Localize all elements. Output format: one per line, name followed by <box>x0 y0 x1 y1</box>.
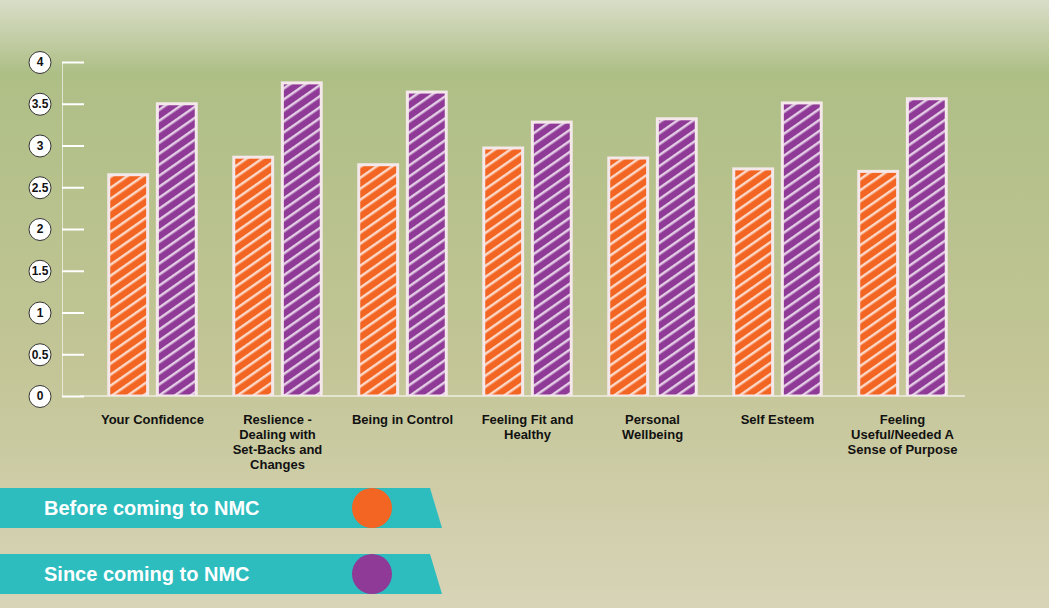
tick-mark <box>62 229 84 231</box>
tick-mark <box>62 62 84 64</box>
tick-mark <box>62 396 84 398</box>
y-tick-label: 3.5 <box>32 97 49 111</box>
x-tick-label: Your Confidence <box>101 412 204 427</box>
bar <box>734 169 773 396</box>
y-tick: 1.5 <box>29 260 84 282</box>
bar <box>109 175 148 396</box>
x-tick-label: Reslience -Dealing withSet-Backs andChan… <box>233 412 323 472</box>
legend: Before coming to NMC Since coming to NMC <box>0 488 442 594</box>
legend-swatch <box>352 488 392 528</box>
bars <box>109 83 947 396</box>
y-tick: 2 <box>29 219 84 241</box>
x-tick-label: Being in Control <box>352 412 453 427</box>
tick-mark <box>62 145 84 147</box>
y-tick: 0.5 <box>29 344 84 366</box>
bar <box>157 104 196 396</box>
bar <box>234 157 273 396</box>
bar <box>859 171 898 396</box>
chart: 0 0.5 1 1.5 2 2.5 3 3.5 4 Your Confidence Reslienc… <box>0 0 1049 608</box>
tick-badge <box>29 93 51 115</box>
tick-mark <box>62 354 84 356</box>
bar <box>282 83 321 396</box>
legend-item: Since coming to NMC <box>0 554 442 594</box>
y-tick-label: 1 <box>37 306 44 320</box>
bar <box>657 119 696 396</box>
legend-banner <box>0 554 442 594</box>
tick-badge <box>29 177 51 199</box>
y-tick-label: 0 <box>37 389 44 403</box>
bar <box>407 92 446 396</box>
x-tick-label: Feeling Fit andHealthy <box>482 412 574 442</box>
y-tick-label: 4 <box>37 55 44 69</box>
y-tick: 0 <box>29 386 84 408</box>
y-tick: 3 <box>29 135 84 157</box>
bar <box>907 99 946 396</box>
y-tick-label: 2 <box>37 222 44 236</box>
tick-badge <box>29 344 51 366</box>
bar <box>532 122 571 396</box>
x-tick-label: PersonalWellbeing <box>622 412 683 442</box>
tick-mark <box>62 103 84 105</box>
y-tick: 2.5 <box>29 177 84 199</box>
bar <box>609 158 648 396</box>
y-tick: 4 <box>29 52 84 74</box>
x-tick-label: FeelingUseful/Needed ASense of Purpose <box>848 412 958 457</box>
tick-badge <box>29 52 51 74</box>
tick-badge <box>29 386 51 408</box>
tick-mark <box>62 270 84 272</box>
legend-label: Since coming to NMC <box>44 563 250 585</box>
legend-label: Before coming to NMC <box>44 497 260 519</box>
tick-mark <box>62 187 84 189</box>
y-tick-label: 2.5 <box>32 181 49 195</box>
bar <box>484 148 523 396</box>
y-tick-label: 3 <box>37 139 44 153</box>
y-tick-label: 1.5 <box>32 264 49 278</box>
background <box>0 0 1049 608</box>
y-tick: 3.5 <box>29 93 84 115</box>
legend-banner <box>0 488 442 528</box>
tick-badge <box>29 135 51 157</box>
x-axis: Your Confidence Reslience -Dealing withSe… <box>101 412 957 472</box>
y-tick: 1 <box>29 302 84 324</box>
bar <box>782 103 821 396</box>
bar <box>359 165 398 396</box>
x-tick-label: Self Esteem <box>741 412 815 427</box>
legend-swatch <box>352 554 392 594</box>
y-tick-label: 0.5 <box>32 348 49 362</box>
tick-mark <box>62 312 84 314</box>
y-axis: 0 0.5 1 1.5 2 2.5 3 3.5 4 <box>29 52 84 408</box>
legend-item: Before coming to NMC <box>0 488 442 528</box>
tick-badge <box>29 302 51 324</box>
tick-badge <box>29 219 51 241</box>
tick-badge <box>29 260 51 282</box>
